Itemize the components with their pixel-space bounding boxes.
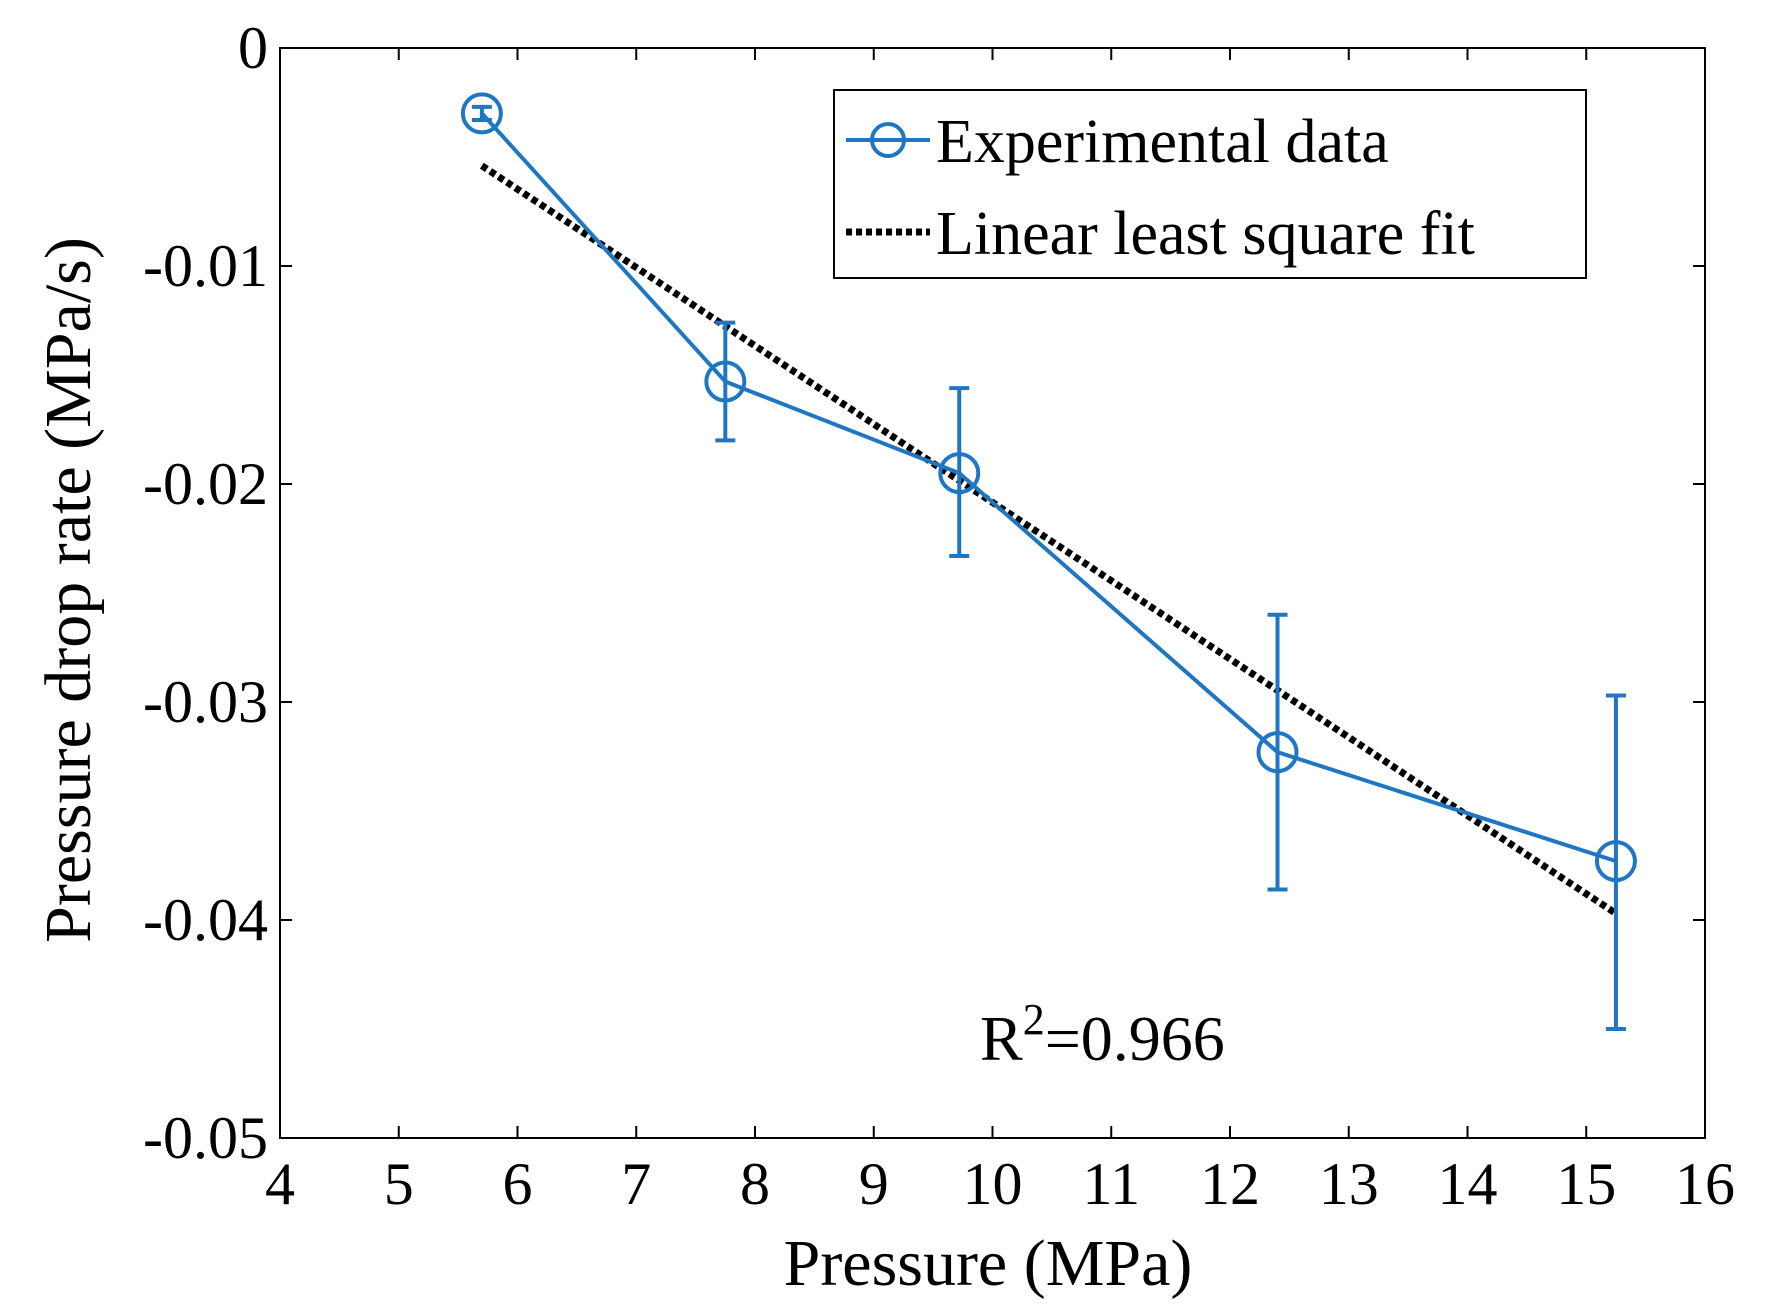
x-tick-label: 13 [1319,1151,1379,1217]
y-tick-label: -0.02 [143,451,268,517]
r-squared-base: R [980,1003,1023,1074]
y-tick-label: 0 [238,15,268,81]
data-point [460,92,503,135]
y-tick-label: -0.04 [143,887,268,953]
data-point [1594,840,1637,883]
legend-box [833,89,1587,279]
x-tick-label: 12 [1200,1151,1260,1217]
legend-label-fit: Linear least square fit [936,200,1475,268]
data-point [1256,731,1299,774]
data-point [704,360,747,403]
r-squared-annotation: R2=0.966 [980,995,1225,1074]
legend-label-experimental: Experimental data [936,108,1389,176]
x-tick-label: 10 [963,1151,1023,1217]
x-tick-label: 6 [503,1151,533,1217]
x-tick-label: 15 [1556,1151,1616,1217]
x-tick-label: 16 [1675,1151,1735,1217]
fit-line [479,162,1618,917]
x-tick-label: 5 [384,1151,414,1217]
x-tick-label: 14 [1438,1151,1498,1217]
y-tick-label: -0.05 [143,1105,268,1171]
legend-marker-experimental [870,122,906,158]
y-tick-label: -0.03 [143,669,268,735]
x-tick-label: 11 [1082,1151,1140,1217]
y-axis-label: Pressure drop rate (MPa/s) [32,237,105,943]
series-layer [460,92,1637,1031]
data-point [938,452,981,495]
r-squared-value: =0.966 [1045,1003,1225,1074]
x-tick-label: 7 [621,1151,651,1217]
r-squared-superscript: 2 [1023,995,1045,1044]
x-tick-label: 4 [265,1151,295,1217]
y-tick-label: -0.01 [143,233,268,299]
ticks: 4 5 6 7 8 9 10 11 12 13 14 15 16 0 -0.01 -0.02 -0.03 -0.0… [143,15,1735,1217]
legend: Experimental data Linear least square fi… [833,89,1587,279]
x-tick-label: 9 [859,1151,889,1217]
x-tick-label: 8 [740,1151,770,1217]
x-axis-label: Pressure (MPa) [784,1227,1193,1300]
